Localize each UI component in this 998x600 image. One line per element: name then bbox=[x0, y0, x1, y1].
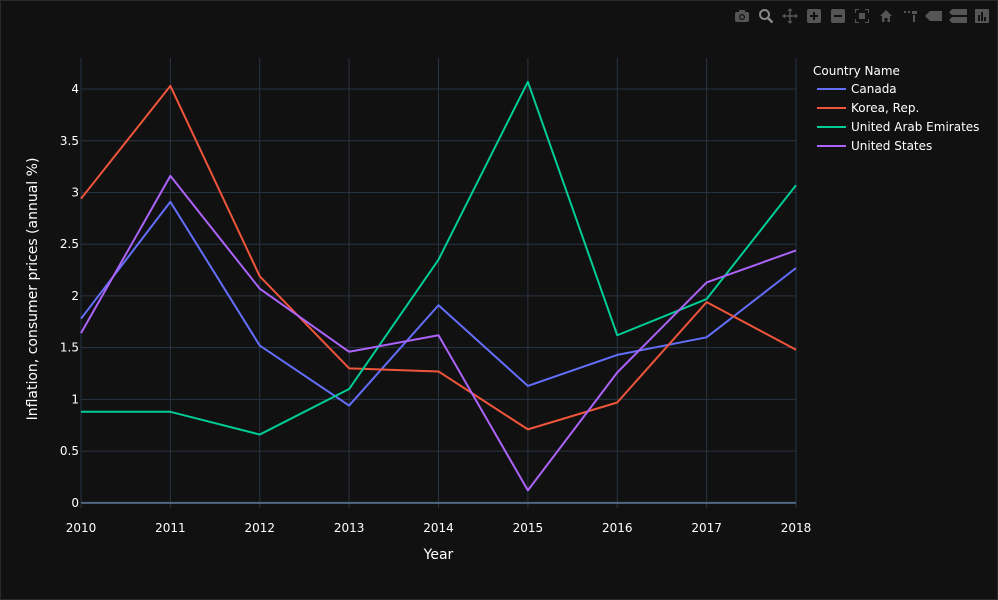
x-tick-label: 2013 bbox=[334, 521, 365, 535]
legend[interactable]: Country Name Canada Korea, Rep. United Ara… bbox=[813, 64, 979, 153]
home-icon[interactable] bbox=[876, 6, 896, 26]
legend-item-korea-rep[interactable]: Korea, Rep. bbox=[817, 101, 919, 115]
y-tick-label: 4 bbox=[71, 82, 79, 96]
series-line-korea-rep[interactable] bbox=[80, 84, 797, 431]
hover-compare-icon[interactable] bbox=[948, 6, 968, 26]
x-gridlines bbox=[80, 58, 797, 508]
x-axis-title: Year bbox=[423, 547, 454, 563]
series-line-united-states[interactable] bbox=[80, 174, 797, 492]
x-tick-label: 2018 bbox=[781, 521, 812, 535]
x-tick-label: 2015 bbox=[513, 521, 544, 535]
series-line-canada[interactable] bbox=[80, 200, 797, 407]
plotly-logo-icon[interactable] bbox=[972, 6, 992, 26]
x-tick-label: 2012 bbox=[244, 521, 275, 535]
y-tick-label: 3.5 bbox=[60, 134, 79, 148]
zoom-icon[interactable] bbox=[756, 6, 776, 26]
y-tick-label: 3 bbox=[71, 185, 79, 199]
zoom-out-icon[interactable] bbox=[828, 6, 848, 26]
legend-item-united-states[interactable]: United States bbox=[817, 139, 932, 153]
legend-label: Korea, Rep. bbox=[851, 101, 919, 115]
camera-icon[interactable] bbox=[732, 6, 752, 26]
y-tick-label: 1 bbox=[71, 392, 79, 406]
legend-label: United States bbox=[851, 139, 932, 153]
x-tick-labels: 2010 2011 2012 2013 2014 2015 2016 2017 2018 bbox=[66, 521, 812, 535]
y-tick-labels: 0 0.5 1 1.5 2 2.5 3 3.5 4 bbox=[60, 82, 79, 510]
y-tick-label: 1.5 bbox=[60, 341, 79, 355]
modebar bbox=[732, 6, 992, 26]
legend-label: United Arab Emirates bbox=[851, 120, 979, 134]
autoscale-icon[interactable] bbox=[852, 6, 872, 26]
legend-title: Country Name bbox=[813, 64, 900, 78]
legend-item-united-arab-emirates[interactable]: United Arab Emirates bbox=[817, 120, 979, 134]
x-tick-label: 2016 bbox=[602, 521, 633, 535]
spike-lines-icon[interactable] bbox=[900, 6, 920, 26]
y-tick-label: 2.5 bbox=[60, 237, 79, 251]
y-tick-label: 0 bbox=[71, 496, 79, 510]
x-tick-label: 2017 bbox=[691, 521, 722, 535]
x-tick-label: 2011 bbox=[155, 521, 186, 535]
y-axis-title: Inflation, consumer prices (annual %) bbox=[25, 158, 41, 421]
zoom-in-icon[interactable] bbox=[804, 6, 824, 26]
pan-icon[interactable] bbox=[780, 6, 800, 26]
y-tick-label: 0.5 bbox=[60, 444, 79, 458]
y-gridlines bbox=[81, 88, 796, 504]
hover-closest-icon[interactable] bbox=[924, 6, 944, 26]
series-layer bbox=[80, 80, 797, 492]
y-tick-label: 2 bbox=[71, 289, 79, 303]
legend-label: Canada bbox=[851, 82, 897, 96]
legend-item-canada[interactable]: Canada bbox=[817, 82, 897, 96]
x-tick-label: 2014 bbox=[423, 521, 454, 535]
x-tick-label: 2010 bbox=[66, 521, 97, 535]
